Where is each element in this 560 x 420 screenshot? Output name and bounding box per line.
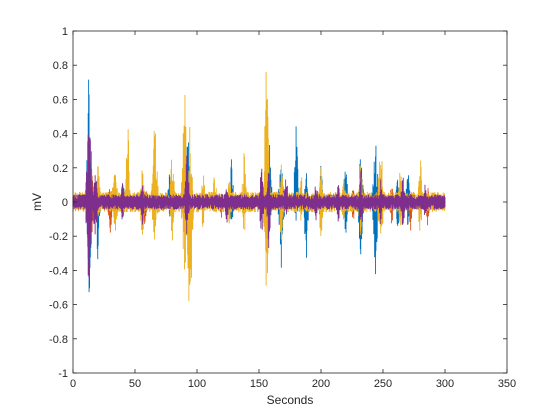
y-tick-label: -0.6 xyxy=(49,300,68,312)
x-axis-label: Seconds xyxy=(267,393,314,407)
y-tick-label: -0.2 xyxy=(49,231,68,243)
x-tick-label: 350 xyxy=(498,378,516,390)
y-tick-label: 0.4 xyxy=(53,129,68,141)
y-tick-label: 0 xyxy=(62,197,68,209)
y-axis: -1 -0.8 -0.6 -0.4 -0.2 0 0.2 0.4 0.6 0.8 1 xyxy=(49,26,507,380)
x-tick-label: 0 xyxy=(70,378,76,390)
x-axis: 0 50 100 150 200 250 300 350 xyxy=(70,31,516,390)
x-tick-label: 50 xyxy=(129,378,141,390)
x-tick-label: 150 xyxy=(250,378,268,390)
x-tick-label: 300 xyxy=(436,378,454,390)
y-tick-label: -1 xyxy=(58,368,68,380)
y-tick-label: 0.2 xyxy=(53,163,68,175)
y-tick-label: -0.4 xyxy=(49,265,68,277)
x-tick-label: 250 xyxy=(374,378,392,390)
y-tick-label: 0.8 xyxy=(53,60,68,72)
series-layer xyxy=(72,71,446,302)
y-tick-label: 0.6 xyxy=(53,94,68,106)
x-tick-label: 100 xyxy=(188,378,206,390)
y-tick-label: 1 xyxy=(62,26,68,38)
y-axis-label: mV xyxy=(30,193,44,211)
x-tick-label: 200 xyxy=(312,378,330,390)
y-tick-label: -0.8 xyxy=(49,334,68,346)
